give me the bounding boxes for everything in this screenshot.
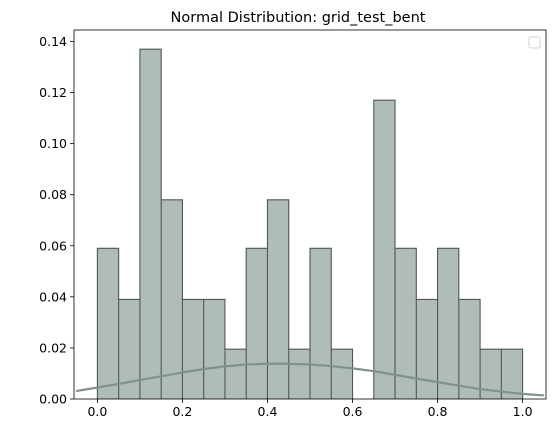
x-tick-label: 0.8 <box>428 404 448 419</box>
x-tick-label: 0.2 <box>172 404 192 419</box>
histogram-bar <box>501 349 523 399</box>
x-tick-label: 0.6 <box>343 404 363 419</box>
histogram-bar <box>267 199 289 399</box>
histogram-step-outline <box>373 99 524 399</box>
y-tick-label: 0.14 <box>39 34 67 49</box>
legend-box <box>528 36 541 49</box>
histogram-bar <box>118 299 140 399</box>
histogram-bar <box>437 248 459 399</box>
y-tick-label: 0.10 <box>39 136 67 151</box>
histogram-bar <box>182 299 204 399</box>
histogram-bar <box>331 349 353 399</box>
histogram-bar <box>246 248 268 399</box>
histogram-bar <box>224 349 247 399</box>
y-tick-label: 0.00 <box>39 392 67 407</box>
histogram-bar <box>139 49 162 399</box>
y-tick-label: 0.12 <box>39 85 67 100</box>
histogram-bar <box>395 248 417 399</box>
normal-curve-line <box>75 362 544 397</box>
chart-title: Normal Distribution: grid_test_bent <box>171 10 426 26</box>
y-tick-label: 0.04 <box>39 289 67 304</box>
histogram-bar <box>458 299 481 399</box>
histogram-bar <box>97 248 119 399</box>
histogram-bar <box>480 349 502 399</box>
plot-frame <box>73 29 547 400</box>
y-tick-label: 0.06 <box>39 238 67 253</box>
histogram-bar <box>310 248 332 399</box>
x-axis: 0.0 0.2 0.4 0.6 0.8 1.0 <box>87 399 533 419</box>
normal-curve <box>75 362 544 397</box>
x-tick-label: 1.0 <box>513 404 533 419</box>
histogram-bar <box>288 349 310 399</box>
histogram-bar <box>203 299 225 399</box>
histogram-bar <box>416 299 438 399</box>
histogram-outline <box>96 48 524 399</box>
y-tick-label: 0.02 <box>39 340 67 355</box>
x-tick-label: 0.4 <box>258 404 278 419</box>
y-axis: 0.00 0.02 0.04 0.06 0.08 0.10 0.12 0.14 <box>39 34 74 407</box>
x-tick-label: 0.0 <box>87 404 107 419</box>
histogram-bars <box>97 49 523 399</box>
y-tick-label: 0.08 <box>39 187 67 202</box>
histogram-bar <box>161 199 183 399</box>
histogram-bar <box>373 100 396 399</box>
